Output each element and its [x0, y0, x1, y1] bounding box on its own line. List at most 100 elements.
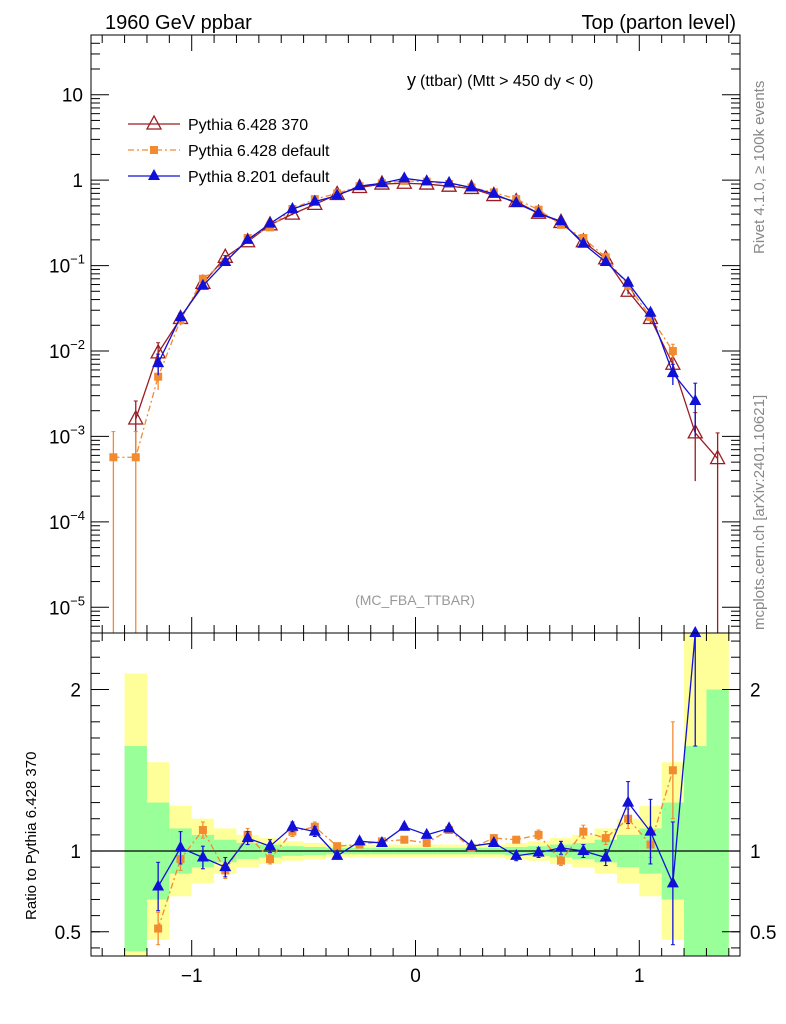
data-point — [666, 366, 679, 378]
ratio-point — [644, 824, 657, 836]
ratio-point — [532, 845, 545, 857]
legend-label: Pythia 6.428 370 — [188, 117, 308, 134]
data-point — [687, 423, 704, 439]
data-point — [510, 196, 523, 208]
ratio-point — [198, 826, 207, 835]
ratio-point — [599, 850, 612, 862]
ratio-point — [622, 795, 635, 807]
main-ticks: 10 1 10−1 10−2 10−3 10−4 10−5 — [49, 34, 740, 633]
ratio-y-tick-label: 1 — [70, 842, 81, 863]
data-point — [599, 255, 612, 267]
legend-label: Pythia 6.428 default — [188, 143, 330, 160]
ratio-y-tick-label-right: 0.5 — [750, 923, 776, 944]
watermark: (MC_FBA_TTBAR) — [355, 592, 475, 608]
ratio-ylabel: Ratio to Pythia 6.428 370 — [23, 752, 40, 920]
ratio-point — [398, 819, 411, 831]
series-2 — [152, 171, 702, 437]
series-1 — [109, 176, 677, 633]
main-plot-area — [109, 171, 726, 633]
x-tick-label: 0 — [410, 966, 421, 987]
legend-marker — [148, 169, 160, 180]
data-point — [174, 310, 187, 322]
ratio-point — [577, 844, 590, 856]
ratio-point — [465, 839, 478, 851]
series-line — [157, 177, 696, 402]
band-green — [124, 746, 147, 952]
series-line — [113, 180, 674, 458]
ratio-point — [420, 827, 433, 839]
ratio-point — [512, 835, 521, 844]
ratio-point — [556, 856, 565, 865]
header-right: Top (parton level) — [581, 12, 736, 34]
data-point — [398, 171, 411, 183]
ratio-point — [219, 860, 232, 872]
series-0 — [127, 173, 726, 633]
ratio-point — [286, 819, 299, 831]
data-point — [487, 186, 500, 198]
legend-marker — [150, 146, 158, 154]
data-point — [127, 409, 144, 425]
ratio-point — [308, 824, 321, 836]
ratio-point — [487, 835, 500, 847]
ratio-series-1 — [152, 626, 702, 946]
ratio-point — [554, 840, 567, 852]
y-tick-label: 10 — [62, 86, 83, 107]
ratio-point — [375, 835, 388, 847]
ratio-point — [689, 626, 702, 637]
ratio-y-tick-label-right: 1 — [750, 842, 761, 863]
ratio-point — [154, 924, 163, 933]
ratio-point — [666, 876, 679, 888]
data-point — [420, 174, 433, 186]
data-point — [644, 305, 657, 317]
data-point — [443, 175, 456, 187]
ratio-frame — [90, 632, 741, 957]
ratio-point — [241, 831, 254, 843]
data-point — [196, 278, 209, 290]
x-tick-label: −1 — [181, 966, 203, 987]
data-point — [532, 206, 545, 218]
ratio-point — [196, 850, 209, 862]
ratio-ticks: −1 0 1 0.5 0.5 1 1 2 2 — [55, 633, 776, 987]
y-tick-label: 1 — [72, 171, 83, 192]
y-tick-label: 10−5 — [49, 593, 85, 619]
ratio-point — [534, 830, 543, 839]
data-point — [154, 372, 163, 381]
y-tick-label: 10−2 — [49, 337, 85, 363]
data-point — [219, 255, 232, 267]
y-tick-label: 10−3 — [49, 422, 85, 448]
ratio-point — [510, 848, 523, 860]
data-point — [109, 453, 118, 462]
ratio-point — [668, 766, 677, 775]
legend: Pythia 6.428 370 Pythia 6.428 default Pyth… — [128, 114, 330, 186]
ratio-point — [174, 840, 187, 852]
data-point — [465, 180, 478, 192]
band-green — [706, 689, 729, 956]
ratio-panel: −1 0 1 0.5 0.5 1 1 2 2 Ratio to Pythia 6.428 370 — [23, 626, 776, 987]
data-point — [577, 236, 590, 248]
legend-label: Pythia 8.201 default — [188, 169, 330, 186]
ratio-point — [333, 842, 342, 851]
data-point — [668, 346, 677, 355]
data-point — [331, 188, 344, 200]
ratio-plot-area — [91, 626, 740, 956]
data-point — [353, 179, 366, 191]
data-point — [308, 194, 321, 206]
y-tick-label: 10−4 — [49, 508, 85, 534]
ratio-point — [601, 834, 610, 843]
data-point — [689, 393, 702, 405]
mcplots-label: mcplots.cern.ch [arXiv:2401.10621] — [751, 395, 768, 630]
series-line — [135, 182, 719, 460]
ratio-point — [579, 827, 588, 836]
y-tick-label: 10−1 — [49, 252, 85, 278]
ratio-point — [400, 835, 409, 844]
data-point — [264, 216, 277, 228]
data-point — [241, 232, 254, 244]
ratio-point — [152, 879, 165, 891]
data-point — [620, 281, 637, 297]
ratio-y-tick-label: 2 — [70, 681, 81, 702]
ratio-point — [353, 834, 366, 846]
data-point — [375, 176, 388, 188]
data-point — [286, 201, 299, 213]
data-point — [131, 453, 140, 462]
